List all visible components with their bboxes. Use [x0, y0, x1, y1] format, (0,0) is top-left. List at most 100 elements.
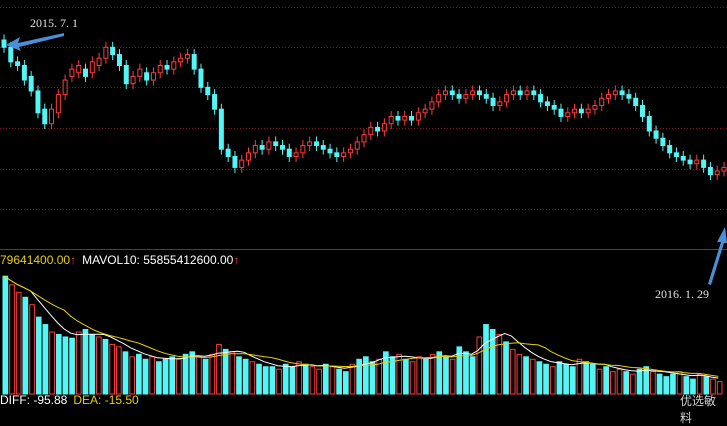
- candle-body: [218, 108, 224, 150]
- volume-bar: [549, 366, 556, 395]
- candle-body: [130, 75, 136, 85]
- candle-body: [470, 90, 476, 96]
- volume-bar: [690, 378, 696, 395]
- candle-body: [69, 68, 75, 77]
- volume-bar: [409, 361, 416, 395]
- candle-body: [96, 57, 102, 66]
- volume-bar: [563, 363, 569, 395]
- volume-bar: [82, 329, 89, 395]
- volume-bar: [236, 356, 242, 395]
- candle-body: [150, 72, 156, 81]
- volume-bar: [630, 373, 636, 395]
- volume-bar: [503, 341, 509, 395]
- candle-body: [436, 94, 442, 103]
- candle-body: [62, 79, 68, 96]
- volume-bar: [383, 351, 389, 395]
- corner-text: 优选敏料: [680, 394, 717, 425]
- volume-bar: [676, 371, 683, 395]
- volume-bar: [62, 336, 69, 395]
- candle-body: [463, 94, 469, 99]
- volume-bar: [289, 366, 296, 395]
- volume-bar: [369, 361, 376, 395]
- volume-bar: [443, 356, 449, 395]
- candle-body: [456, 94, 462, 99]
- volume-bar: [89, 333, 95, 395]
- volume-bar: [656, 373, 663, 395]
- candle-body: [35, 90, 41, 114]
- volume-bar: [229, 351, 236, 395]
- candle-body: [483, 94, 489, 99]
- volume-bar: [176, 358, 182, 395]
- volume-bar: [523, 356, 529, 395]
- candle-body: [701, 159, 707, 168]
- candle-body: [490, 97, 496, 107]
- volume-bar: [489, 329, 496, 395]
- volume-bar: [9, 284, 15, 395]
- mavol10-label: MAVOL10:: [82, 253, 144, 267]
- candle-body: [578, 108, 584, 114]
- volume-bar: [650, 371, 656, 395]
- candle-body: [21, 64, 27, 81]
- stock-chart[interactable]: [0, 0, 727, 404]
- volume-bar: [463, 351, 469, 395]
- macd-legend: DIFF: -95.88 DEA: -15.50: [0, 394, 139, 406]
- candlestick-series: [1, 34, 727, 181]
- volume-bar: [329, 366, 336, 395]
- candle-body: [653, 130, 659, 139]
- candle-body: [300, 145, 306, 154]
- volume-bar: [35, 316, 42, 395]
- candle-body: [225, 148, 231, 157]
- candle-body: [585, 108, 591, 114]
- candle-body: [687, 159, 693, 165]
- candle-body: [707, 166, 713, 176]
- volume-bar: [703, 376, 710, 395]
- up-arrow-icon: ↑: [233, 253, 240, 267]
- dea-value: DEA: -15.50: [73, 393, 139, 407]
- candle-body: [327, 148, 333, 154]
- volume-value: 79641400.00: [0, 253, 71, 267]
- candle-body: [55, 94, 61, 114]
- candle-body: [341, 152, 347, 157]
- volume-bar: [296, 361, 302, 395]
- candle-body: [395, 115, 401, 121]
- candle-body: [667, 145, 673, 154]
- candle-body: [252, 145, 258, 154]
- volume-bar: [169, 356, 176, 395]
- volume-bar: [363, 356, 369, 395]
- volume-bar: [142, 358, 149, 395]
- volume-bar: [469, 356, 476, 395]
- volume-bar: [276, 368, 282, 395]
- volume-bar: [596, 368, 603, 395]
- volume-bar: [42, 324, 49, 395]
- candle-body: [599, 97, 605, 107]
- candle-body: [429, 101, 435, 110]
- volume-bar: [249, 361, 256, 395]
- candle-body: [354, 141, 360, 150]
- candle-body: [239, 159, 245, 168]
- candle-body: [144, 72, 150, 81]
- volume-bar: [302, 363, 309, 395]
- candle-body: [660, 137, 666, 147]
- candle-body: [8, 46, 14, 63]
- volume-bar: [336, 368, 342, 395]
- candle-body: [551, 105, 557, 110]
- candle-body: [381, 123, 387, 132]
- ma10-line: [3, 275, 719, 377]
- volume-bar: [436, 351, 443, 395]
- volume-bar: [149, 356, 156, 395]
- volume-bar: [115, 346, 122, 395]
- end-date-label: 2016. 1. 29: [655, 287, 709, 301]
- volume-bar: [610, 371, 616, 395]
- volume-bar: [75, 331, 82, 395]
- volume-bar: [643, 366, 650, 395]
- volume-bar: [636, 368, 643, 395]
- candle-body: [1, 39, 7, 48]
- volume-bar: [162, 358, 169, 395]
- volume-bar: [416, 356, 423, 395]
- candle-body: [558, 108, 564, 117]
- candle-body: [103, 46, 109, 59]
- candle-body: [157, 64, 163, 74]
- candle-body: [612, 90, 618, 96]
- volume-bar: [349, 363, 356, 395]
- start-arrow-icon: [6, 33, 64, 51]
